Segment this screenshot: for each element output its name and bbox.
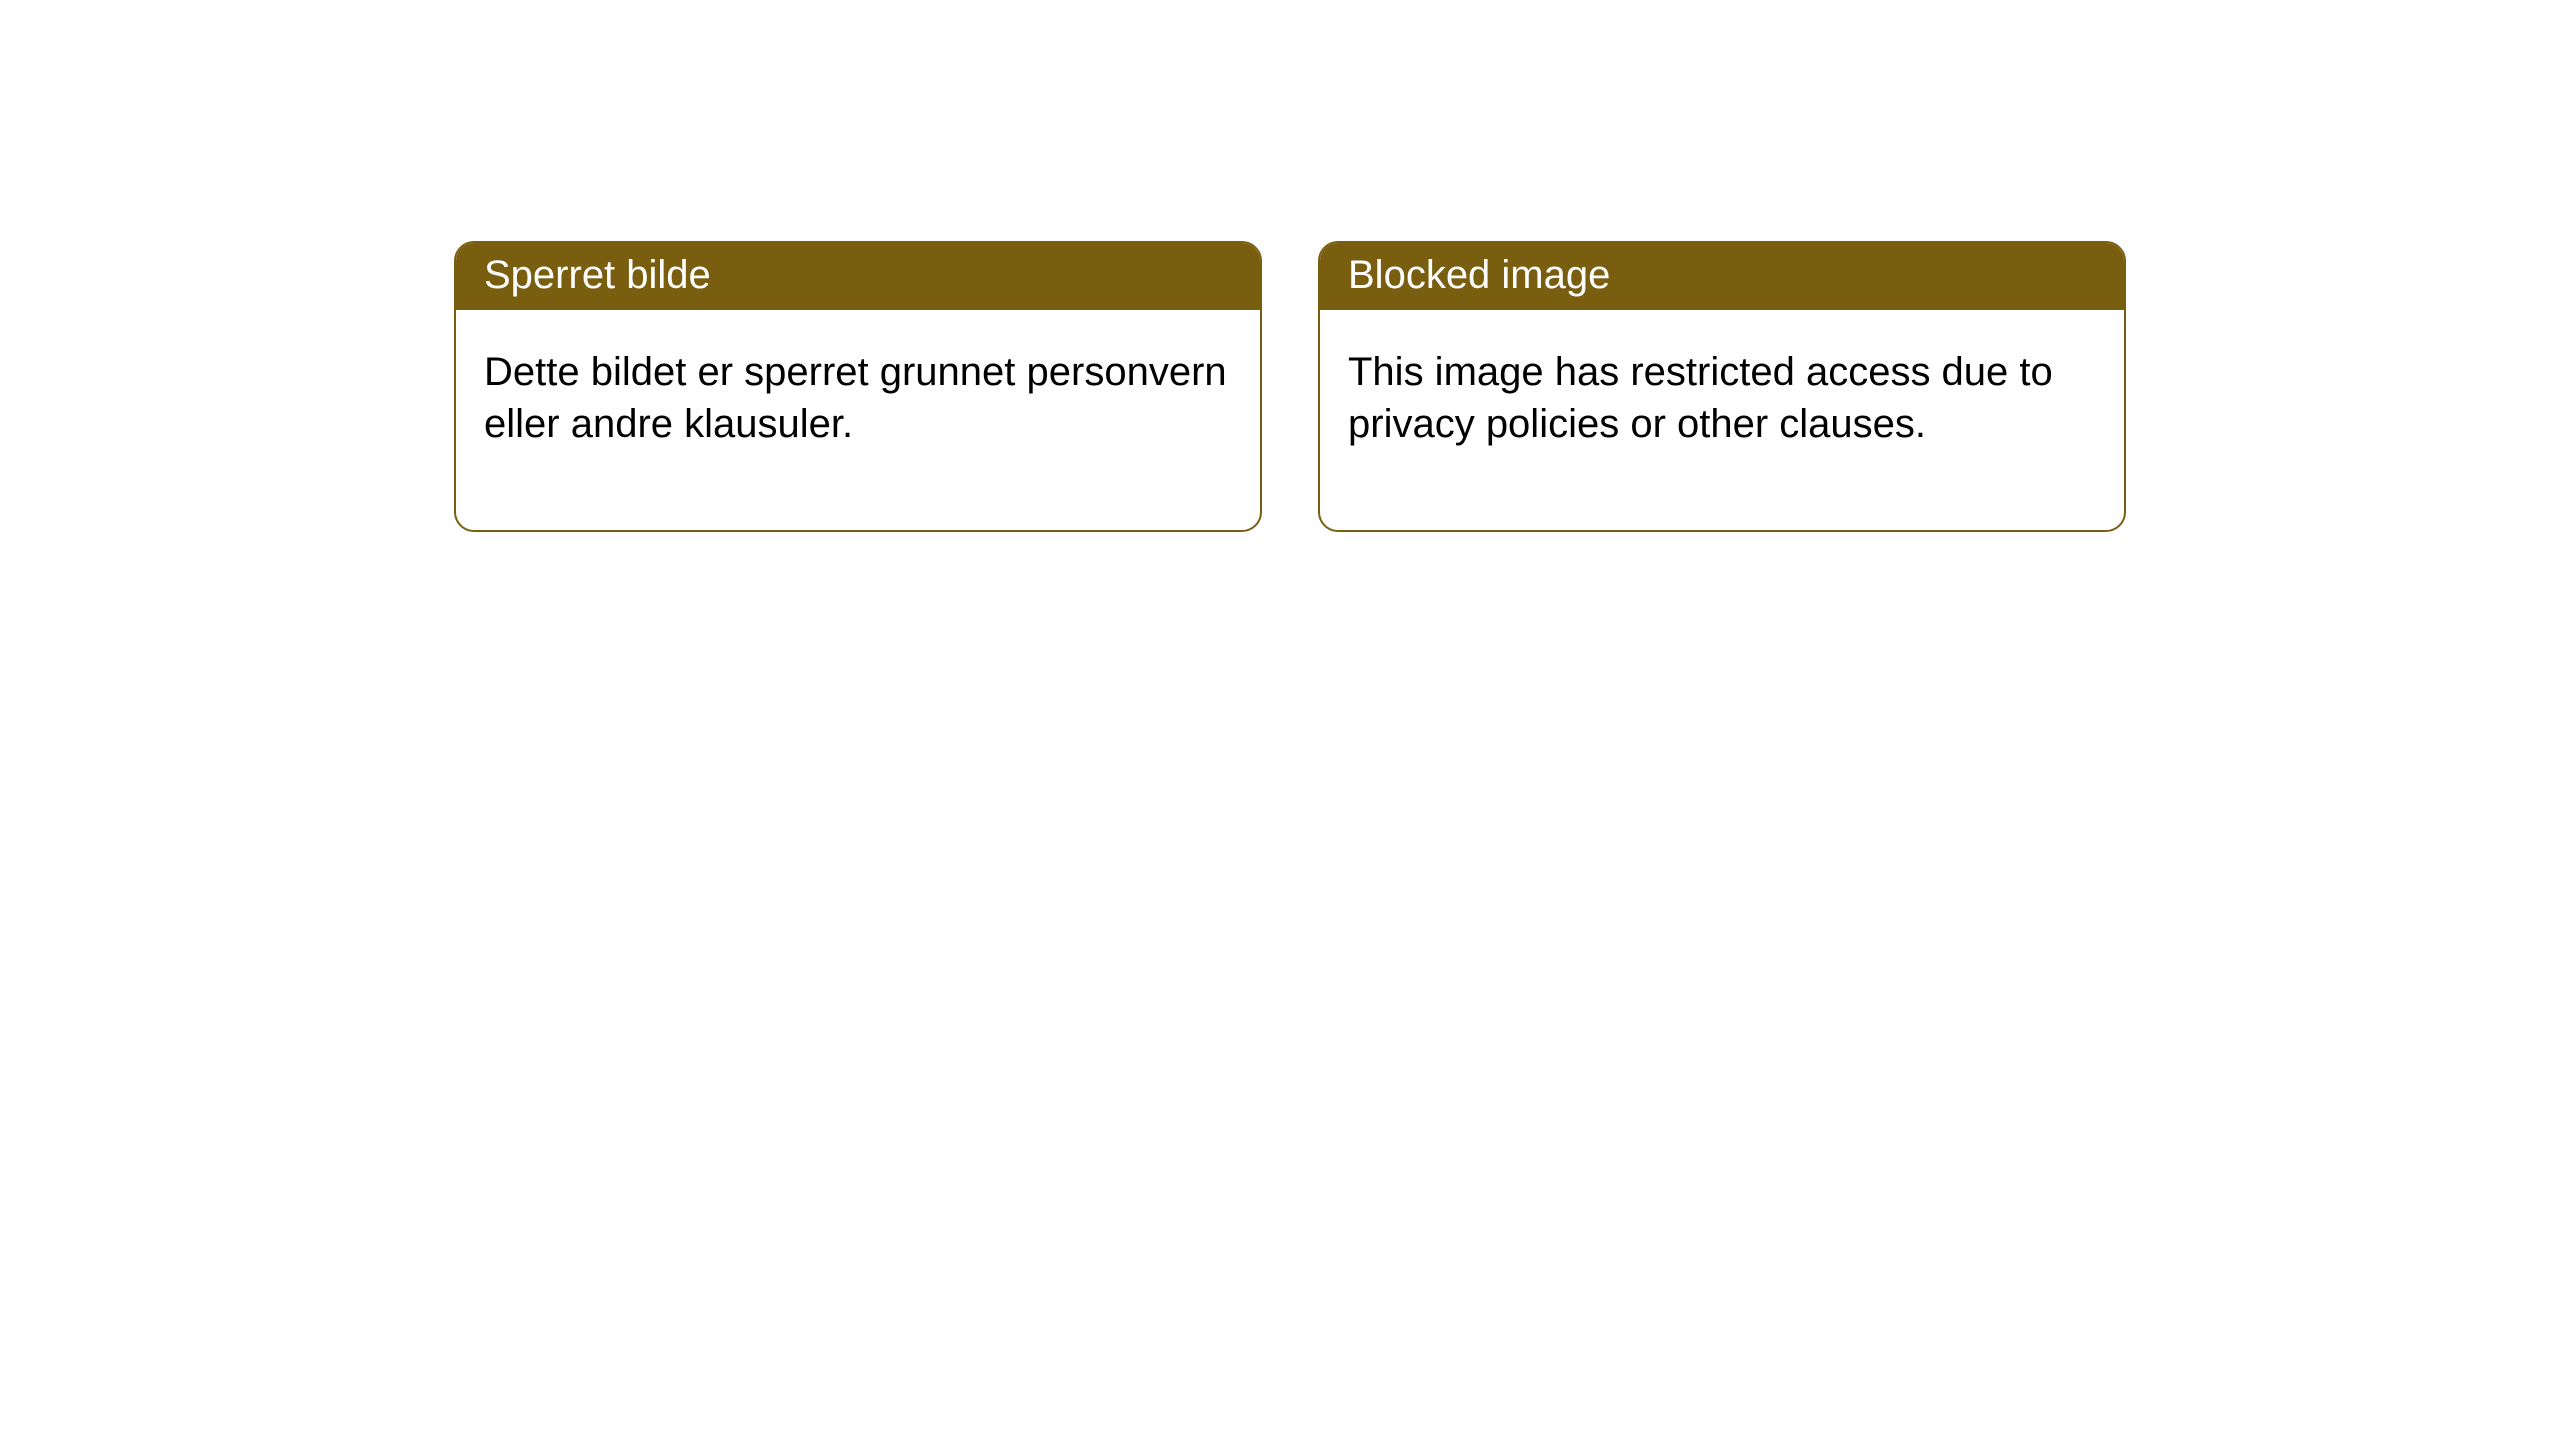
card-title: Sperret bilde bbox=[456, 243, 1260, 310]
notice-card-norwegian: Sperret bilde Dette bildet er sperret gr… bbox=[454, 241, 1262, 532]
notice-card-english: Blocked image This image has restricted … bbox=[1318, 241, 2126, 532]
card-title: Blocked image bbox=[1320, 243, 2124, 310]
card-body-text: Dette bildet er sperret grunnet personve… bbox=[456, 310, 1260, 530]
card-body-text: This image has restricted access due to … bbox=[1320, 310, 2124, 530]
notice-container: Sperret bilde Dette bildet er sperret gr… bbox=[454, 241, 2126, 532]
